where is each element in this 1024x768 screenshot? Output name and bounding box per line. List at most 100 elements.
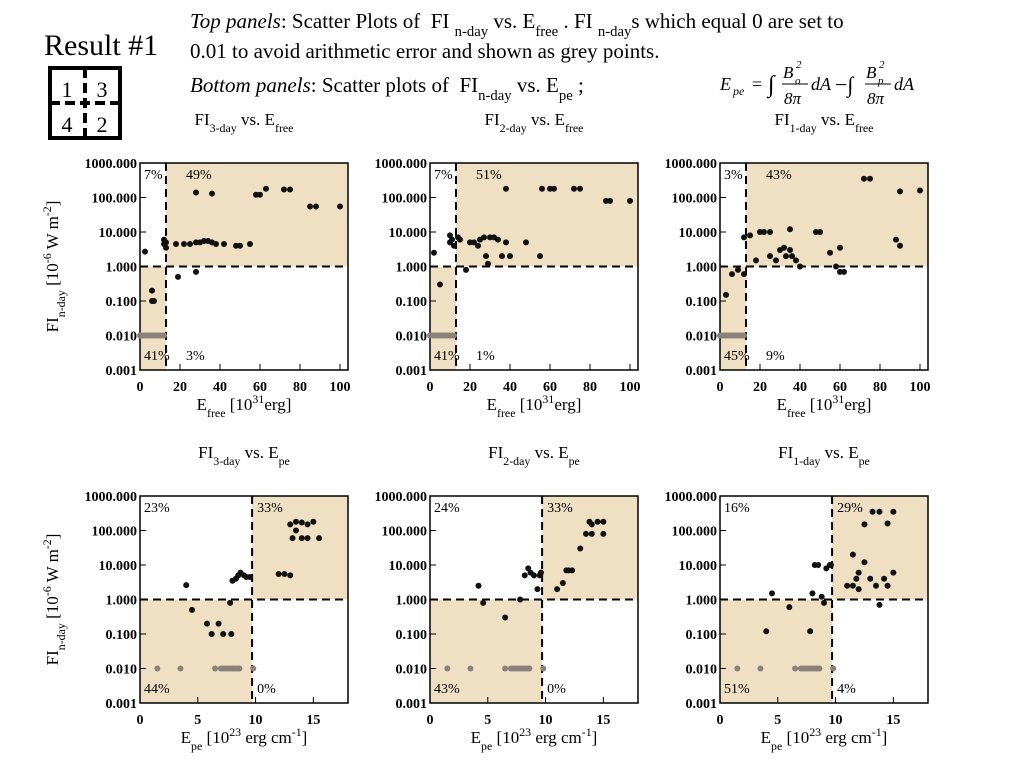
data-point — [897, 188, 903, 195]
y-tick-label: 100.000 — [382, 192, 428, 207]
x-tick-label: 0 — [137, 713, 144, 728]
data-point — [293, 518, 299, 525]
shaded-region — [720, 599, 833, 703]
text-part: -6 — [40, 586, 54, 596]
x-tick-label: 20 — [173, 380, 187, 395]
text-part: vs. E — [527, 110, 565, 129]
data-point — [236, 665, 243, 672]
text-part: FI — [485, 110, 500, 129]
data-point — [517, 596, 524, 603]
data-point — [142, 248, 148, 255]
panel-title: FI3-day vs. Epe — [198, 443, 290, 468]
caption-line: Top panels: Scatter Plots of FI n-day vs… — [190, 9, 844, 40]
data-point — [189, 606, 195, 613]
data-point — [228, 631, 235, 637]
x-axis-label: Epe [1023 erg cm-1] — [181, 725, 308, 753]
text-part: 23 — [229, 725, 241, 739]
data-point — [539, 185, 545, 192]
quadrant-percent: 29% — [837, 501, 863, 516]
data-point — [769, 590, 775, 597]
text-part: pe — [569, 454, 580, 468]
quadrant-percent: 43% — [766, 168, 792, 183]
data-point — [502, 665, 509, 672]
y-tick-label: 10.000 — [679, 559, 718, 574]
text-part: ] — [302, 728, 308, 747]
data-point — [844, 582, 851, 589]
y-tick-label: 1.000 — [396, 594, 428, 609]
x-tick-label: 40 — [793, 380, 807, 395]
x-tick-label: 100 — [620, 380, 641, 395]
data-point — [817, 229, 823, 235]
data-point — [767, 229, 773, 235]
data-point — [757, 665, 764, 672]
data-point — [861, 175, 867, 182]
y-tick-label: 10.000 — [389, 226, 428, 241]
eq-text: pe — [732, 84, 745, 98]
data-point — [537, 569, 544, 576]
data-point — [463, 266, 469, 273]
data-point — [275, 570, 282, 577]
y-tick-label: 10.000 — [99, 226, 138, 241]
y-tick-label: 1.000 — [686, 261, 718, 276]
text-part: ] — [882, 728, 888, 747]
data-point — [855, 586, 862, 593]
y-tick-label: 100.000 — [382, 525, 428, 540]
quadrant-percent: 24% — [434, 501, 460, 516]
data-point — [830, 665, 837, 672]
data-point — [221, 240, 227, 247]
eq-text: o — [795, 75, 801, 87]
quadrant-percent: 51% — [476, 168, 502, 183]
y-tick-label: 1.000 — [106, 594, 138, 609]
text-part: [10 — [516, 395, 543, 414]
text-part: . FI — [558, 9, 598, 33]
data-point — [521, 572, 528, 579]
data-point — [897, 242, 903, 249]
x-tick-label: 0 — [137, 380, 144, 395]
y-tick-label: 1000.000 — [85, 157, 138, 172]
eq-text: dA — [811, 74, 832, 94]
panel-title: FI2-day vs. Efree — [485, 110, 584, 135]
data-point — [204, 620, 211, 627]
y-tick-label: 0.100 — [686, 295, 718, 310]
text-part: erg cm — [531, 728, 582, 747]
data-point — [208, 631, 215, 637]
text-part: 23 — [809, 725, 821, 739]
data-point — [753, 257, 759, 264]
y-tick-label: 0.001 — [396, 364, 428, 379]
data-point — [571, 185, 577, 192]
data-point — [884, 520, 891, 527]
data-point — [154, 665, 161, 672]
y-tick-label: 0.100 — [396, 628, 428, 643]
quadrant-percent: 0% — [547, 682, 566, 697]
x-tick-label: 60 — [253, 380, 267, 395]
text-part: n-day — [598, 24, 632, 40]
quadrant-percent: 7% — [144, 168, 163, 183]
data-point — [503, 239, 509, 246]
text-part: FI — [43, 317, 62, 332]
data-point — [827, 249, 833, 256]
text-part: ; — [573, 73, 584, 97]
text-part: vs. E — [237, 110, 275, 129]
x-tick-label: 100 — [910, 380, 931, 395]
x-tick-label: 0 — [717, 380, 724, 395]
y-tick-label: 1000.000 — [375, 490, 428, 505]
panel: 0.001 0.010 0.100 1.000 10.000 100.000 1000.00… — [375, 443, 639, 753]
text-part: : Scatter plots of FI — [311, 73, 478, 97]
text-part: free — [207, 406, 225, 420]
text-part: : Scatter Plots of FI — [281, 9, 455, 33]
eq-text: = — [752, 74, 762, 94]
data-point — [237, 242, 243, 249]
text-part: E — [761, 728, 771, 747]
panel-title: FI1-day vs. Epe — [778, 443, 870, 468]
result-title: Result #1 — [44, 29, 158, 62]
text-part: 0.01 to avoid arithmetic error and shown… — [190, 39, 659, 63]
quadrant-percent: 7% — [434, 168, 453, 183]
data-point — [787, 247, 793, 254]
data-point — [869, 508, 876, 515]
text-part: free — [497, 406, 515, 420]
data-point — [289, 535, 296, 542]
x-tick-label: 60 — [833, 380, 847, 395]
data-point — [837, 244, 843, 251]
panel-key: 1 3 4 2 — [48, 66, 122, 140]
data-point — [773, 257, 779, 264]
